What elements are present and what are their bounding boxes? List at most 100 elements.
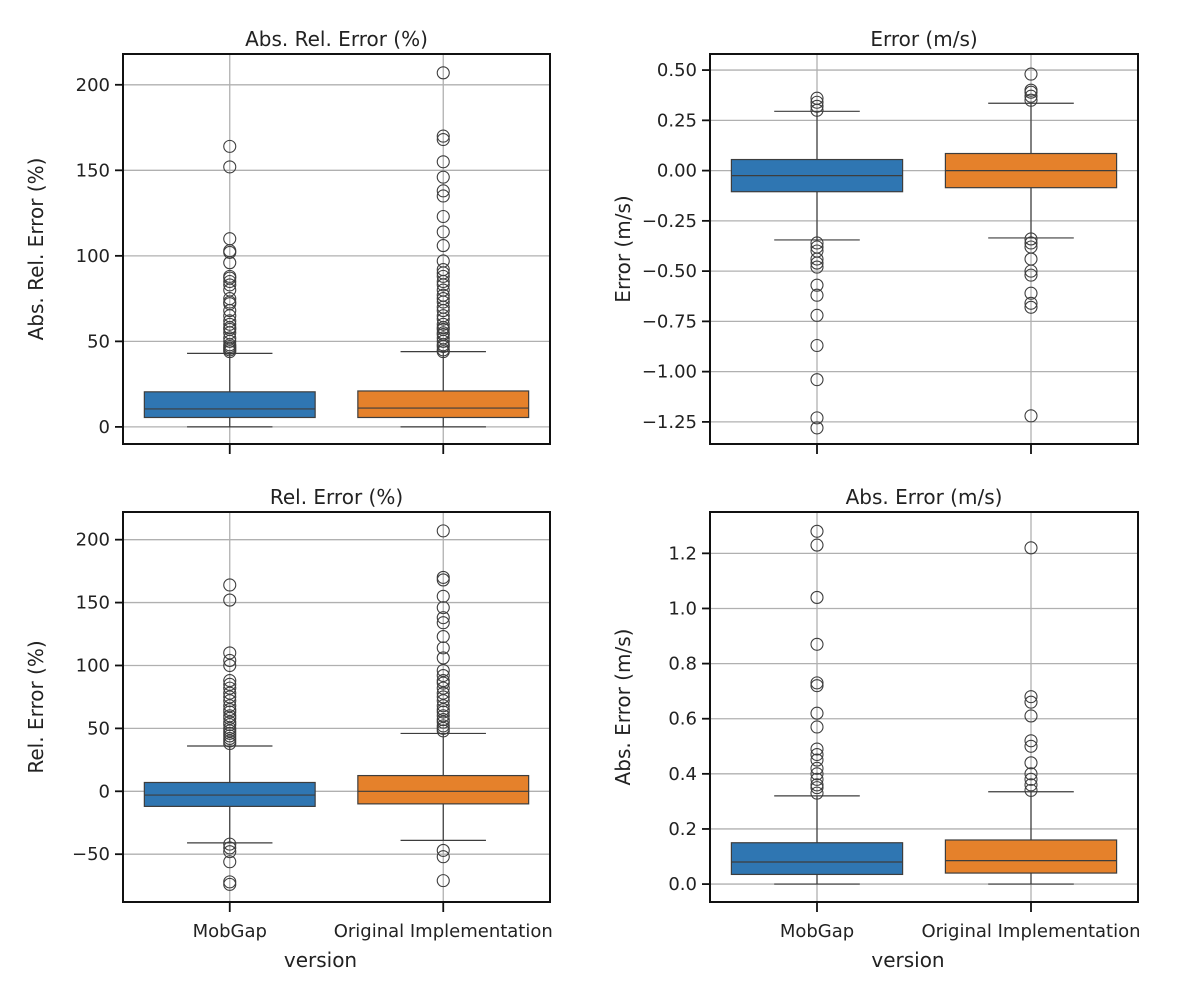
outlier-point — [810, 778, 824, 792]
outlier-point — [810, 720, 824, 734]
outlier-point — [436, 874, 450, 888]
y-tick-label: 0 — [99, 417, 110, 438]
y-tick-label: 0.00 — [657, 161, 697, 182]
outlier-point — [810, 99, 824, 113]
iqr-box — [143, 781, 316, 807]
outlier-point — [436, 616, 450, 630]
outlier-point — [810, 676, 824, 690]
outlier-point — [436, 184, 450, 198]
iqr-box — [143, 391, 316, 419]
box-mobgap — [143, 139, 316, 428]
outlier-point — [223, 658, 237, 673]
outlier-point — [223, 690, 237, 704]
outlier-point — [1024, 739, 1038, 753]
outlier-point — [436, 570, 450, 584]
outlier-point — [1024, 767, 1038, 781]
outlier-point — [436, 690, 450, 704]
outlier-point — [810, 524, 824, 538]
outlier-point — [223, 681, 237, 695]
y-axis-label: Error (m/s) — [611, 195, 635, 302]
outlier-point — [1024, 734, 1038, 748]
y-tick-label: 0.6 — [668, 709, 697, 730]
iqr-box — [944, 839, 1118, 874]
outlier-point — [810, 781, 824, 795]
iqr-box — [730, 842, 904, 876]
outlier-point — [223, 317, 237, 331]
y-tick-label: 0.0 — [668, 874, 697, 895]
outlier-point — [810, 338, 824, 353]
chart-panel-2: 0.50 0.25 0.00 −0.25 −0.50 −0.75 −1.00 −1.25 Err… — [611, 27, 1139, 454]
outlier-point — [436, 629, 450, 644]
plot-frame — [709, 53, 1139, 445]
y-tick-label: 0.50 — [657, 60, 697, 81]
y-tick-label: 100 — [76, 655, 110, 676]
outlier-point — [223, 686, 237, 700]
outlier-point — [810, 278, 824, 292]
box-original-implementation — [944, 541, 1118, 885]
x-tick-label: MobGap — [193, 921, 267, 942]
outlier-point — [436, 292, 450, 306]
box-mobgap — [730, 91, 904, 435]
outlier-point — [223, 855, 237, 869]
outlier-point — [223, 274, 237, 289]
outlier-point — [1024, 264, 1038, 278]
y-axis-label: Abs. Rel. Error (%) — [24, 158, 48, 341]
outlier-point — [223, 232, 237, 246]
plot-frame — [709, 511, 1139, 903]
outlier-point — [436, 709, 450, 723]
y-tick-label: 50 — [87, 331, 110, 352]
outlier-point — [223, 653, 237, 668]
x-axis-label: version — [871, 948, 944, 972]
outlier-point — [436, 694, 450, 708]
outlier-point — [1024, 778, 1038, 792]
outlier-point — [223, 702, 237, 717]
outlier-point — [1024, 300, 1038, 314]
outlier-point — [1024, 296, 1038, 310]
outlier-point — [1024, 695, 1038, 709]
outlier-point — [436, 651, 450, 665]
y-tick-label: 0 — [99, 781, 110, 802]
outlier-point — [436, 702, 450, 717]
outlier-point — [1024, 409, 1038, 423]
outlier-point — [223, 314, 237, 328]
y-tick-label: 200 — [76, 75, 110, 96]
y-tick-label: 1.0 — [668, 598, 697, 619]
outlier-point — [436, 681, 450, 695]
outlier-point — [810, 767, 824, 781]
outlier-point — [436, 589, 450, 603]
outlier-point — [223, 593, 237, 607]
outlier-point — [223, 292, 237, 306]
outlier-point — [436, 225, 450, 239]
outlier-point — [223, 331, 237, 345]
y-tick-label: 50 — [87, 718, 110, 739]
outlier-point — [436, 611, 450, 625]
outlier-point — [1024, 541, 1038, 555]
iqr-box — [357, 774, 530, 805]
outlier-point — [436, 288, 450, 302]
outlier-point — [436, 326, 450, 340]
outlier-point — [436, 254, 450, 268]
plot-frame — [122, 53, 551, 445]
outlier-point — [436, 269, 450, 283]
outlier-point — [223, 694, 237, 708]
outlier-point — [436, 262, 450, 277]
outlier-point — [810, 761, 824, 775]
x-tick-label: Original Implementation — [334, 921, 553, 942]
outlier-point — [810, 411, 824, 425]
outlier-point — [223, 845, 237, 859]
outlier-point — [436, 309, 450, 323]
outlier-point — [436, 699, 450, 713]
y-tick-label: 0.2 — [668, 819, 697, 840]
outlier-point — [1024, 268, 1038, 282]
outlier-point — [810, 260, 824, 274]
outlier-point — [436, 843, 450, 857]
outlier-point — [223, 139, 237, 153]
outlier-point — [223, 841, 237, 855]
outlier-point — [436, 850, 450, 864]
y-tick-label: 1.2 — [668, 543, 697, 564]
outlier-point — [1024, 89, 1038, 103]
outlier-point — [810, 590, 824, 604]
outlier-point — [810, 679, 824, 693]
outlier-point — [810, 236, 824, 250]
outlier-point — [436, 668, 450, 683]
